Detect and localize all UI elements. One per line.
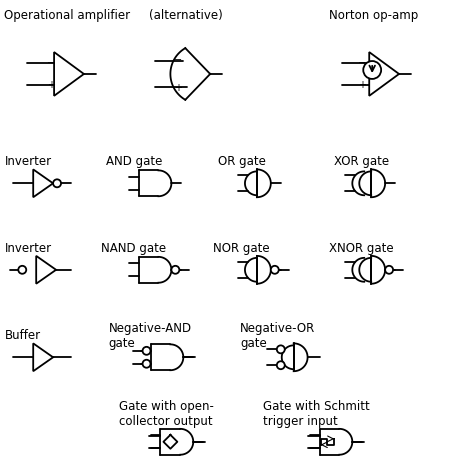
Circle shape <box>18 266 26 274</box>
Circle shape <box>277 361 285 369</box>
Text: Operational amplifier: Operational amplifier <box>4 9 130 22</box>
Text: Buffer: Buffer <box>4 329 40 343</box>
Text: +: + <box>47 80 55 90</box>
Circle shape <box>271 266 279 274</box>
Text: −: − <box>47 58 55 68</box>
Text: OR gate: OR gate <box>218 155 266 169</box>
Text: Gate with Schmitt
trigger input: Gate with Schmitt trigger input <box>263 400 370 428</box>
Text: Negative-AND
gate: Negative-AND gate <box>109 322 192 351</box>
Circle shape <box>277 346 285 354</box>
Circle shape <box>143 347 151 355</box>
Text: XNOR gate: XNOR gate <box>329 242 394 255</box>
Circle shape <box>172 266 179 274</box>
Text: +: + <box>358 80 366 90</box>
Circle shape <box>385 266 393 274</box>
Text: −: − <box>174 55 182 65</box>
Text: +: + <box>174 83 182 93</box>
Text: Negative-OR
gate: Negative-OR gate <box>240 322 315 351</box>
Text: −: − <box>358 58 366 68</box>
Circle shape <box>53 179 61 187</box>
Text: AND gate: AND gate <box>106 155 162 169</box>
Text: NOR gate: NOR gate <box>213 242 270 255</box>
Text: Inverter: Inverter <box>4 242 52 255</box>
Text: Inverter: Inverter <box>4 155 52 169</box>
Text: (alternative): (alternative) <box>148 9 222 22</box>
Text: Norton op-amp: Norton op-amp <box>329 9 419 22</box>
Text: Gate with open-
collector output: Gate with open- collector output <box>118 400 214 428</box>
Text: XOR gate: XOR gate <box>335 155 390 169</box>
Circle shape <box>143 360 151 368</box>
Text: NAND gate: NAND gate <box>101 242 166 255</box>
Circle shape <box>363 61 381 79</box>
